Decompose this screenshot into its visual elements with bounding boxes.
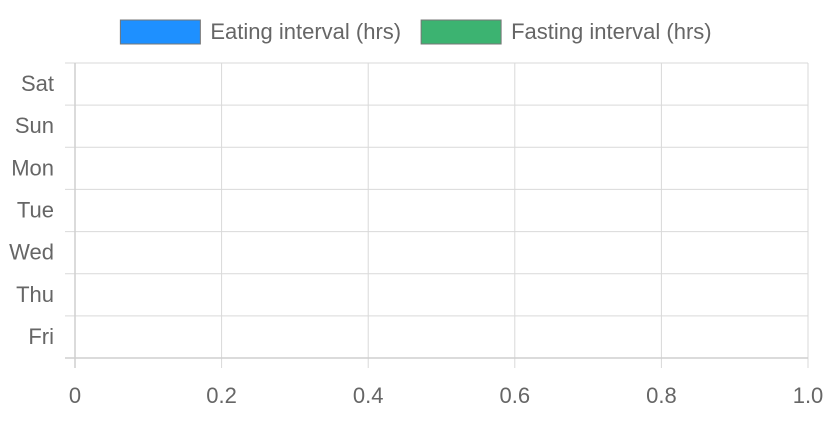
x-tick-label: 1.0 bbox=[793, 383, 824, 408]
x-tick-label: 0 bbox=[69, 383, 81, 408]
y-tick-label-sat: Sat bbox=[21, 71, 54, 96]
legend-label-fasting[interactable]: Fasting interval (hrs) bbox=[511, 19, 712, 44]
x-tick-label: 0.4 bbox=[353, 383, 384, 408]
grid-lines bbox=[65, 62, 809, 368]
y-tick-label-fri: Fri bbox=[28, 324, 54, 349]
axes bbox=[65, 63, 808, 368]
x-tick-label: 0.2 bbox=[206, 383, 237, 408]
y-tick-label-tue: Tue bbox=[17, 198, 54, 223]
legend-label-eating[interactable]: Eating interval (hrs) bbox=[210, 19, 401, 44]
y-tick-label-mon: Mon bbox=[11, 155, 54, 180]
legend-swatch-eating[interactable] bbox=[119, 19, 201, 45]
y-tick-label-thu: Thu bbox=[16, 282, 54, 307]
y-axis-labels: Sat Sun Mon Tue Wed Thu Fri bbox=[9, 71, 54, 349]
legend: Eating interval (hrs) Fasting interval (h… bbox=[119, 19, 712, 45]
x-axis-labels: 0 0.2 0.4 0.6 0.8 1.0 bbox=[69, 383, 823, 408]
x-tick-label: 0.8 bbox=[646, 383, 677, 408]
x-tick-label: 0.6 bbox=[500, 383, 531, 408]
legend-swatch-fasting[interactable] bbox=[420, 19, 502, 45]
y-tick-label-wed: Wed bbox=[9, 240, 54, 265]
y-tick-label-sun: Sun bbox=[15, 113, 54, 138]
